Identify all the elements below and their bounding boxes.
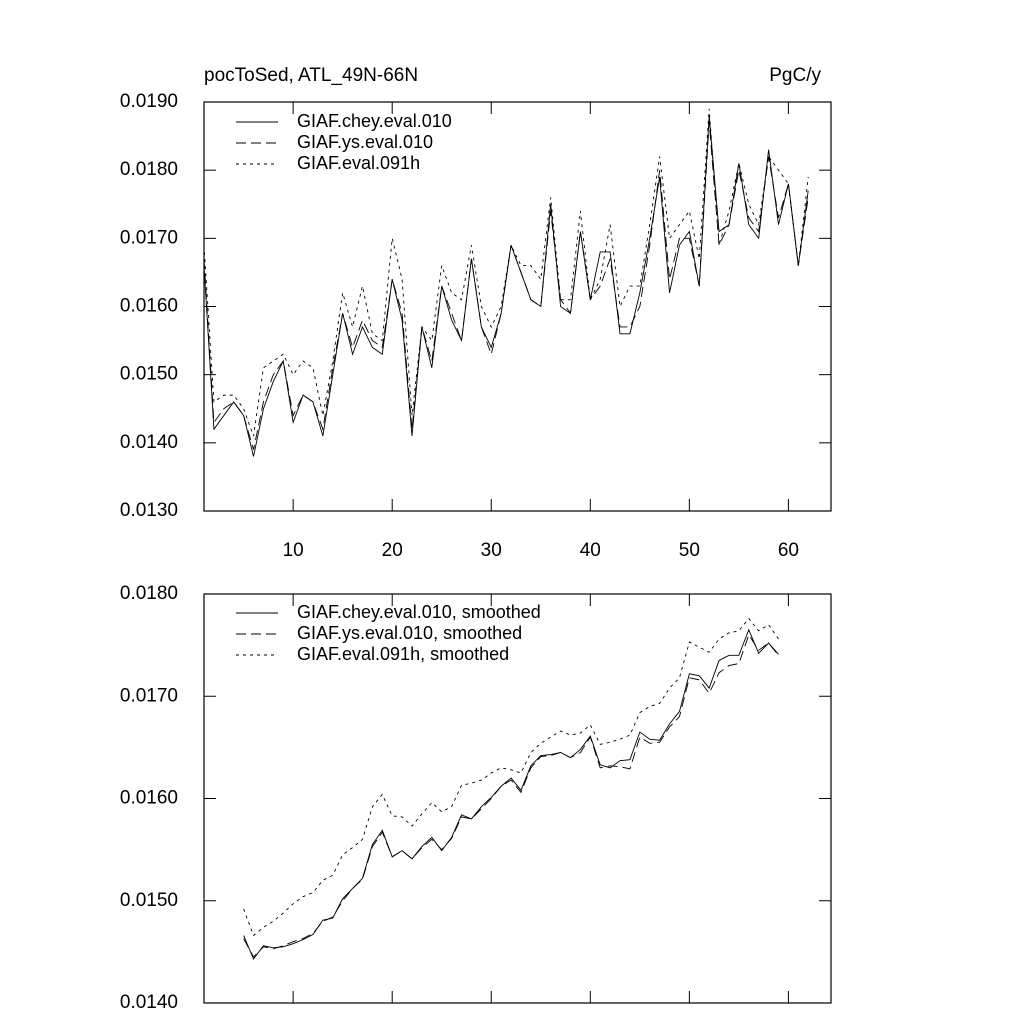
y-tick-label: 0.0150 [120, 364, 178, 385]
y-tick-label: 0.0180 [120, 583, 178, 604]
x-tick-label: 10 [283, 540, 304, 561]
y-tick-label: 0.0160 [120, 296, 178, 317]
x-tick-label: 40 [580, 540, 601, 561]
legend-label: GIAF.chey.eval.010, smoothed [297, 602, 541, 622]
x-tick-label: 30 [481, 540, 502, 561]
y-tick-label: 0.0140 [120, 432, 178, 453]
y-tick-label: 0.0170 [120, 227, 178, 248]
y-tick-label: 0.0150 [120, 890, 178, 911]
y-tick-label: 0.0130 [120, 500, 178, 521]
data-line [203, 108, 809, 437]
data-line [203, 115, 809, 457]
y-tick-label: 0.0180 [120, 159, 178, 180]
y-tick-label: 0.0190 [120, 91, 178, 112]
x-tick-label: 20 [382, 540, 403, 561]
data-line [203, 122, 809, 450]
data-line [243, 633, 779, 958]
chart-title: pocToSed, ATL_49N-66N [204, 65, 418, 86]
y-tick-label: 0.0170 [120, 685, 178, 706]
legend-label: GIAF.ys.eval.010 [297, 132, 433, 152]
y-tick-label: 0.0140 [120, 992, 178, 1013]
y-tick-label: 0.0160 [120, 788, 178, 809]
x-tick-label: 50 [679, 540, 700, 561]
units-label: PgC/y [769, 65, 821, 86]
legend-label: GIAF.ys.eval.010, smoothed [297, 623, 522, 643]
legend-label: GIAF.eval.091h [297, 153, 420, 173]
data-line [243, 628, 779, 960]
legend-label: GIAF.eval.091h, smoothed [297, 644, 509, 664]
data-line [243, 617, 779, 937]
x-tick-label: 60 [778, 540, 799, 561]
legend-label: GIAF.chey.eval.010 [297, 111, 452, 131]
